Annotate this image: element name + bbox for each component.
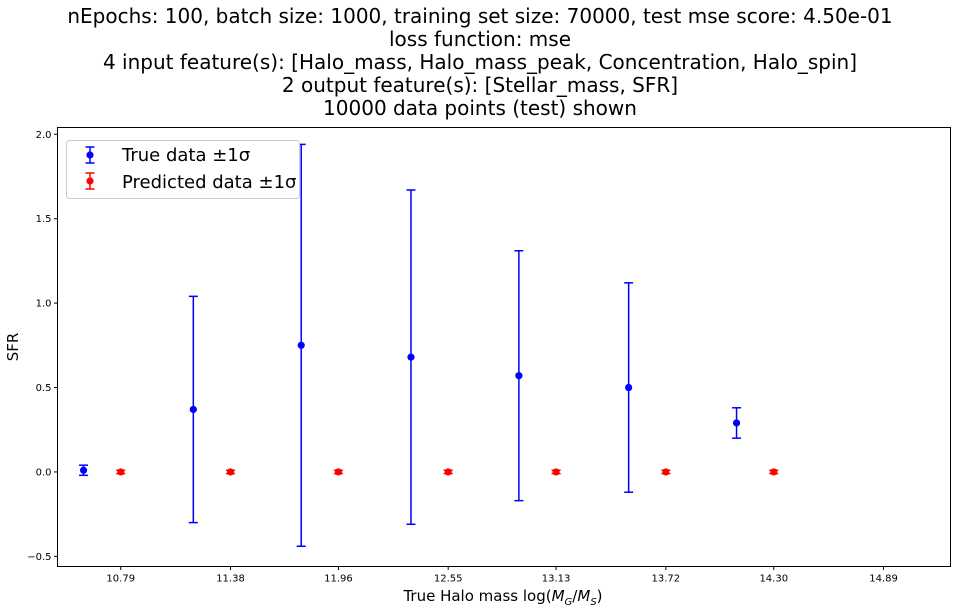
y-axis: −0.5 0.0 0.5 1.0 1.5 2.0 <box>27 130 58 563</box>
legend-label-true: True data ±1σ <box>121 145 250 166</box>
title-line-2: loss function: mse <box>389 27 571 51</box>
data-point <box>117 468 125 476</box>
x-tick-label: 13.72 <box>652 574 681 585</box>
legend-marker-true <box>85 146 95 164</box>
data-point <box>297 341 305 349</box>
y-axis-label: SFR <box>4 333 22 362</box>
legend-dot <box>86 151 94 159</box>
y-tick-label: 2.0 <box>36 130 52 141</box>
legend-label-predicted: Predicted data ±1σ <box>122 172 296 193</box>
x-tick-label: 10.79 <box>106 574 135 585</box>
series-layer <box>79 143 779 547</box>
y-tick-label: 0.0 <box>36 467 52 478</box>
x-tick-label: 11.38 <box>216 574 245 585</box>
y-tick-label: 1.5 <box>36 214 52 225</box>
series-predicted-data <box>116 468 779 476</box>
title-line-5: 10000 data points (test) shown <box>323 96 637 120</box>
x-tick-label: 13.13 <box>542 574 571 585</box>
data-point <box>444 468 452 476</box>
x-axis-label: True Halo mass log(MG/MS) <box>402 587 602 608</box>
data-point <box>515 372 523 380</box>
data-point <box>79 466 88 474</box>
title-line-1: nEpochs: 100, batch size: 1000, training… <box>67 4 893 28</box>
data-point <box>226 468 235 476</box>
data-point <box>189 405 197 414</box>
title-line-3: 4 input feature(s): [Halo_mass, Halo_mas… <box>102 50 858 74</box>
data-point <box>334 468 343 476</box>
x-tick-label: 14.30 <box>759 574 788 585</box>
x-tick-label: 11.96 <box>324 574 353 585</box>
data-point <box>552 468 560 476</box>
legend-marker-predicted <box>85 172 95 190</box>
chart-title: nEpochs: 100, batch size: 1000, training… <box>0 5 960 120</box>
y-tick-label: 0.5 <box>36 383 52 394</box>
x-tick-label: 12.55 <box>434 574 463 585</box>
legend-box <box>66 140 300 199</box>
legend: True data ±1σ Predicted data ±1σ <box>66 140 300 199</box>
series-true-data <box>79 143 742 547</box>
y-tick-label: −0.5 <box>27 552 51 563</box>
data-point <box>625 383 633 392</box>
x-tick-label: 14.89 <box>869 574 898 585</box>
title-line-4: 2 output feature(s): [Stellar_mass, SFR] <box>281 73 679 97</box>
data-point <box>407 353 415 361</box>
data-point <box>770 468 778 476</box>
data-point <box>732 419 741 427</box>
x-axis: 10.79 11.38 11.96 12.55 13.13 13.72 14.30 14.89 <box>106 566 898 585</box>
legend-dot <box>86 177 94 185</box>
y-tick-label: 1.0 <box>36 299 52 310</box>
plot-area-frame <box>57 127 951 567</box>
data-point <box>662 468 670 476</box>
